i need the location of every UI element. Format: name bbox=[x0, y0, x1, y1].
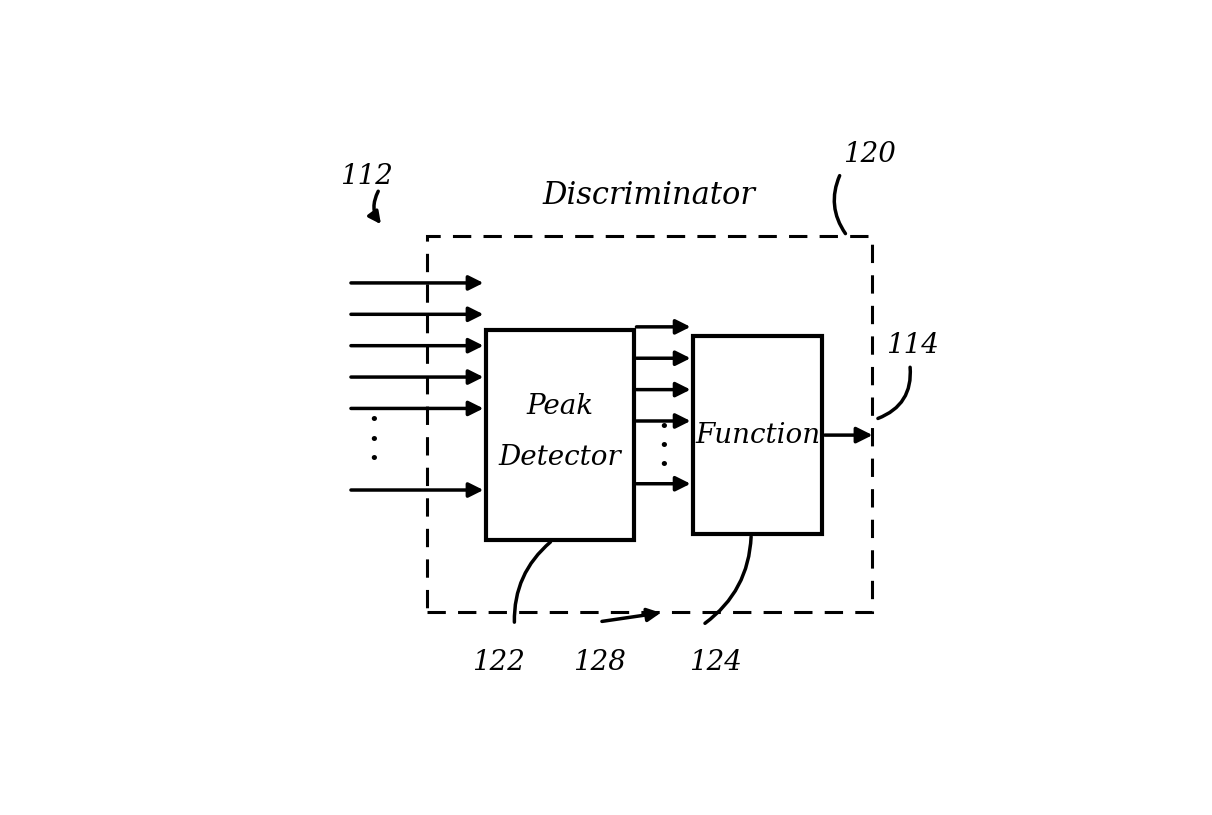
Text: 120: 120 bbox=[842, 141, 896, 168]
Text: 114: 114 bbox=[886, 333, 939, 359]
Text: Detector: Detector bbox=[498, 443, 622, 470]
Bar bbox=[693, 337, 822, 534]
Text: •
•
•: • • • bbox=[368, 412, 378, 468]
Text: 128: 128 bbox=[573, 649, 625, 676]
Text: Peak: Peak bbox=[526, 394, 594, 421]
Text: 122: 122 bbox=[473, 649, 525, 676]
Text: 124: 124 bbox=[688, 649, 742, 676]
Text: Function: Function bbox=[694, 421, 821, 448]
Text: Discriminator: Discriminator bbox=[543, 179, 756, 210]
Text: 112: 112 bbox=[341, 163, 394, 190]
Bar bbox=[486, 330, 634, 540]
Bar bbox=[427, 236, 873, 612]
Text: •
•
•: • • • bbox=[658, 418, 669, 474]
